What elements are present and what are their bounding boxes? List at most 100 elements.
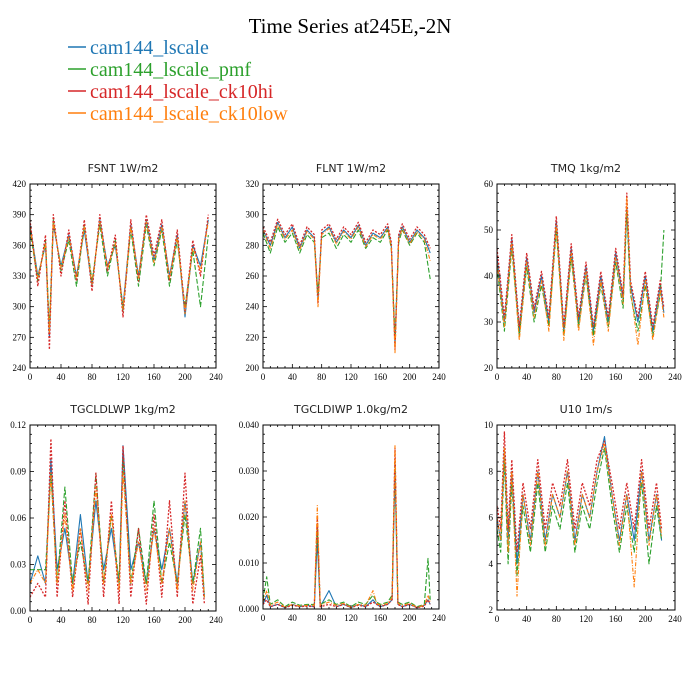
y-tick-label: 0.09 <box>10 467 26 477</box>
legend-item: cam144_lscale_ck10low <box>68 103 288 125</box>
x-tick-label: 160 <box>609 614 623 624</box>
y-tick-label: 50 <box>484 225 494 235</box>
y-tick-label: 240 <box>13 363 27 373</box>
series-line-cam144_lscale_ck10hi <box>30 214 209 351</box>
x-tick-label: 0 <box>495 614 500 624</box>
y-tick-label: 60 <box>484 179 494 189</box>
chart-panel: U10 1m/s 0 40 80 120 160 200 240 2 4 6 8 10 <box>484 403 682 624</box>
x-tick-label: 200 <box>639 614 653 624</box>
legend-item: cam144_lscale_ck10hi <box>68 81 274 103</box>
x-tick-label: 40 <box>522 372 532 382</box>
x-tick-label: 40 <box>57 372 67 382</box>
y-tick-label: 10 <box>484 420 494 430</box>
y-tick-label: 320 <box>246 179 260 189</box>
series-line-cam144_lscale <box>263 221 431 346</box>
x-tick-label: 0 <box>495 372 500 382</box>
plot-frame <box>262 183 440 369</box>
series-group <box>497 192 665 346</box>
x-tick-label: 0 <box>28 372 33 382</box>
legend-label: cam144_lscale_pmf <box>90 59 251 81</box>
series-group <box>497 431 663 597</box>
y-tick-label: 270 <box>13 332 27 342</box>
series-line-cam144_lscale_ck10low <box>497 442 663 597</box>
y-tick-label: 30 <box>484 317 494 327</box>
y-tick-label: 8 <box>489 466 494 476</box>
legend-label: cam144_lscale_ck10hi <box>90 81 274 103</box>
x-tick-label: 40 <box>522 614 532 624</box>
panels: FSNT 1W/m20 40 80 120 160 200 2402402703003303… <box>10 162 682 625</box>
x-tick-label: 240 <box>432 372 446 382</box>
series-group <box>30 438 206 605</box>
series-line-cam144_lscale <box>497 436 663 565</box>
y-tick-label: 20 <box>484 363 494 373</box>
y-tick-label: 0.040 <box>239 420 260 430</box>
y-tick-label: 0.010 <box>239 558 260 568</box>
y-tick-label: 6 <box>489 513 494 523</box>
x-tick-label: 200 <box>639 372 653 382</box>
panel-title: FSNT 1W/m2 <box>88 162 159 175</box>
series-line-cam144_lscale_ck10hi <box>263 218 431 351</box>
x-tick-label: 200 <box>178 615 192 625</box>
x-tick-label: 120 <box>344 372 358 382</box>
y-tick-label: 0.03 <box>10 560 26 570</box>
legend-item: cam144_lscale <box>68 37 209 59</box>
figure-title: Time Series at245E,-2N <box>249 14 452 38</box>
series-group <box>263 445 431 609</box>
panel-title: FLNT 1W/m2 <box>316 162 386 175</box>
x-tick-label: 120 <box>116 615 130 625</box>
panel-title: TGCLDLWP 1kg/m2 <box>69 403 175 416</box>
x-tick-label: 80 <box>552 372 562 382</box>
x-tick-label: 40 <box>288 372 298 382</box>
x-tick-label: 40 <box>288 613 298 623</box>
series-line-cam144_lscale_ck10low <box>497 197 665 346</box>
series-group <box>263 218 431 354</box>
y-tick-label: 40 <box>484 271 494 281</box>
x-tick-label: 200 <box>178 372 192 382</box>
y-tick-label: 0.030 <box>239 466 260 476</box>
series-line-cam144_lscale_pmf <box>263 461 431 608</box>
x-tick-label: 240 <box>209 372 223 382</box>
x-tick-label: 240 <box>432 613 446 623</box>
y-tick-label: 4 <box>489 559 494 569</box>
x-tick-label: 160 <box>609 372 623 382</box>
x-tick-label: 160 <box>147 372 161 382</box>
legend: cam144_lscale cam144_lscale_pmf cam144_l… <box>68 37 288 125</box>
x-tick-label: 120 <box>579 614 593 624</box>
x-tick-label: 160 <box>374 613 388 623</box>
x-tick-label: 160 <box>374 372 388 382</box>
x-tick-label: 240 <box>668 372 682 382</box>
y-tick-label: 0.00 <box>10 606 26 616</box>
series-group <box>30 214 209 351</box>
chart-panel: TGCLDIWP 1.0kg/m2 0 40 80 120 160 200 240 0.000 0… <box>239 403 447 623</box>
x-tick-label: 80 <box>88 615 98 625</box>
y-tick-label: 390 <box>13 210 27 220</box>
y-tick-label: 300 <box>246 210 260 220</box>
y-tick-label: 280 <box>246 240 260 250</box>
x-tick-label: 120 <box>344 613 358 623</box>
y-tick-label: 0.000 <box>239 604 260 614</box>
y-tick-label: 360 <box>13 240 27 250</box>
x-tick-label: 80 <box>317 613 327 623</box>
y-tick-label: 420 <box>13 179 27 189</box>
x-tick-label: 120 <box>116 372 130 382</box>
panel-title: U10 1m/s <box>560 403 613 416</box>
series-line-cam144_lscale_ck10low <box>263 445 431 608</box>
chart-panel: TMQ 1kg/m2 0 40 80 120 160 200 240 20 30 40 50 60 <box>484 162 682 382</box>
legend-label: cam144_lscale_ck10low <box>90 103 288 125</box>
series-line-cam144_lscale_ck10hi <box>497 192 665 328</box>
x-tick-label: 240 <box>209 615 223 625</box>
x-tick-label: 0 <box>261 613 266 623</box>
y-tick-label: 0.12 <box>10 420 26 430</box>
x-tick-label: 160 <box>147 615 161 625</box>
series-line-cam144_lscale_ck10low <box>263 223 431 354</box>
series-line-cam144_lscale_ck10hi <box>263 447 431 609</box>
series-line-cam144_lscale_pmf <box>263 226 431 338</box>
x-tick-label: 200 <box>403 372 417 382</box>
series-line-cam144_lscale_ck10hi <box>497 431 663 553</box>
series-line-cam144_lscale_ck10low <box>30 221 209 333</box>
y-tick-label: 330 <box>13 271 27 281</box>
x-tick-label: 80 <box>317 372 327 382</box>
y-tick-label: 0.06 <box>10 513 26 523</box>
y-tick-label: 0.020 <box>239 512 260 522</box>
